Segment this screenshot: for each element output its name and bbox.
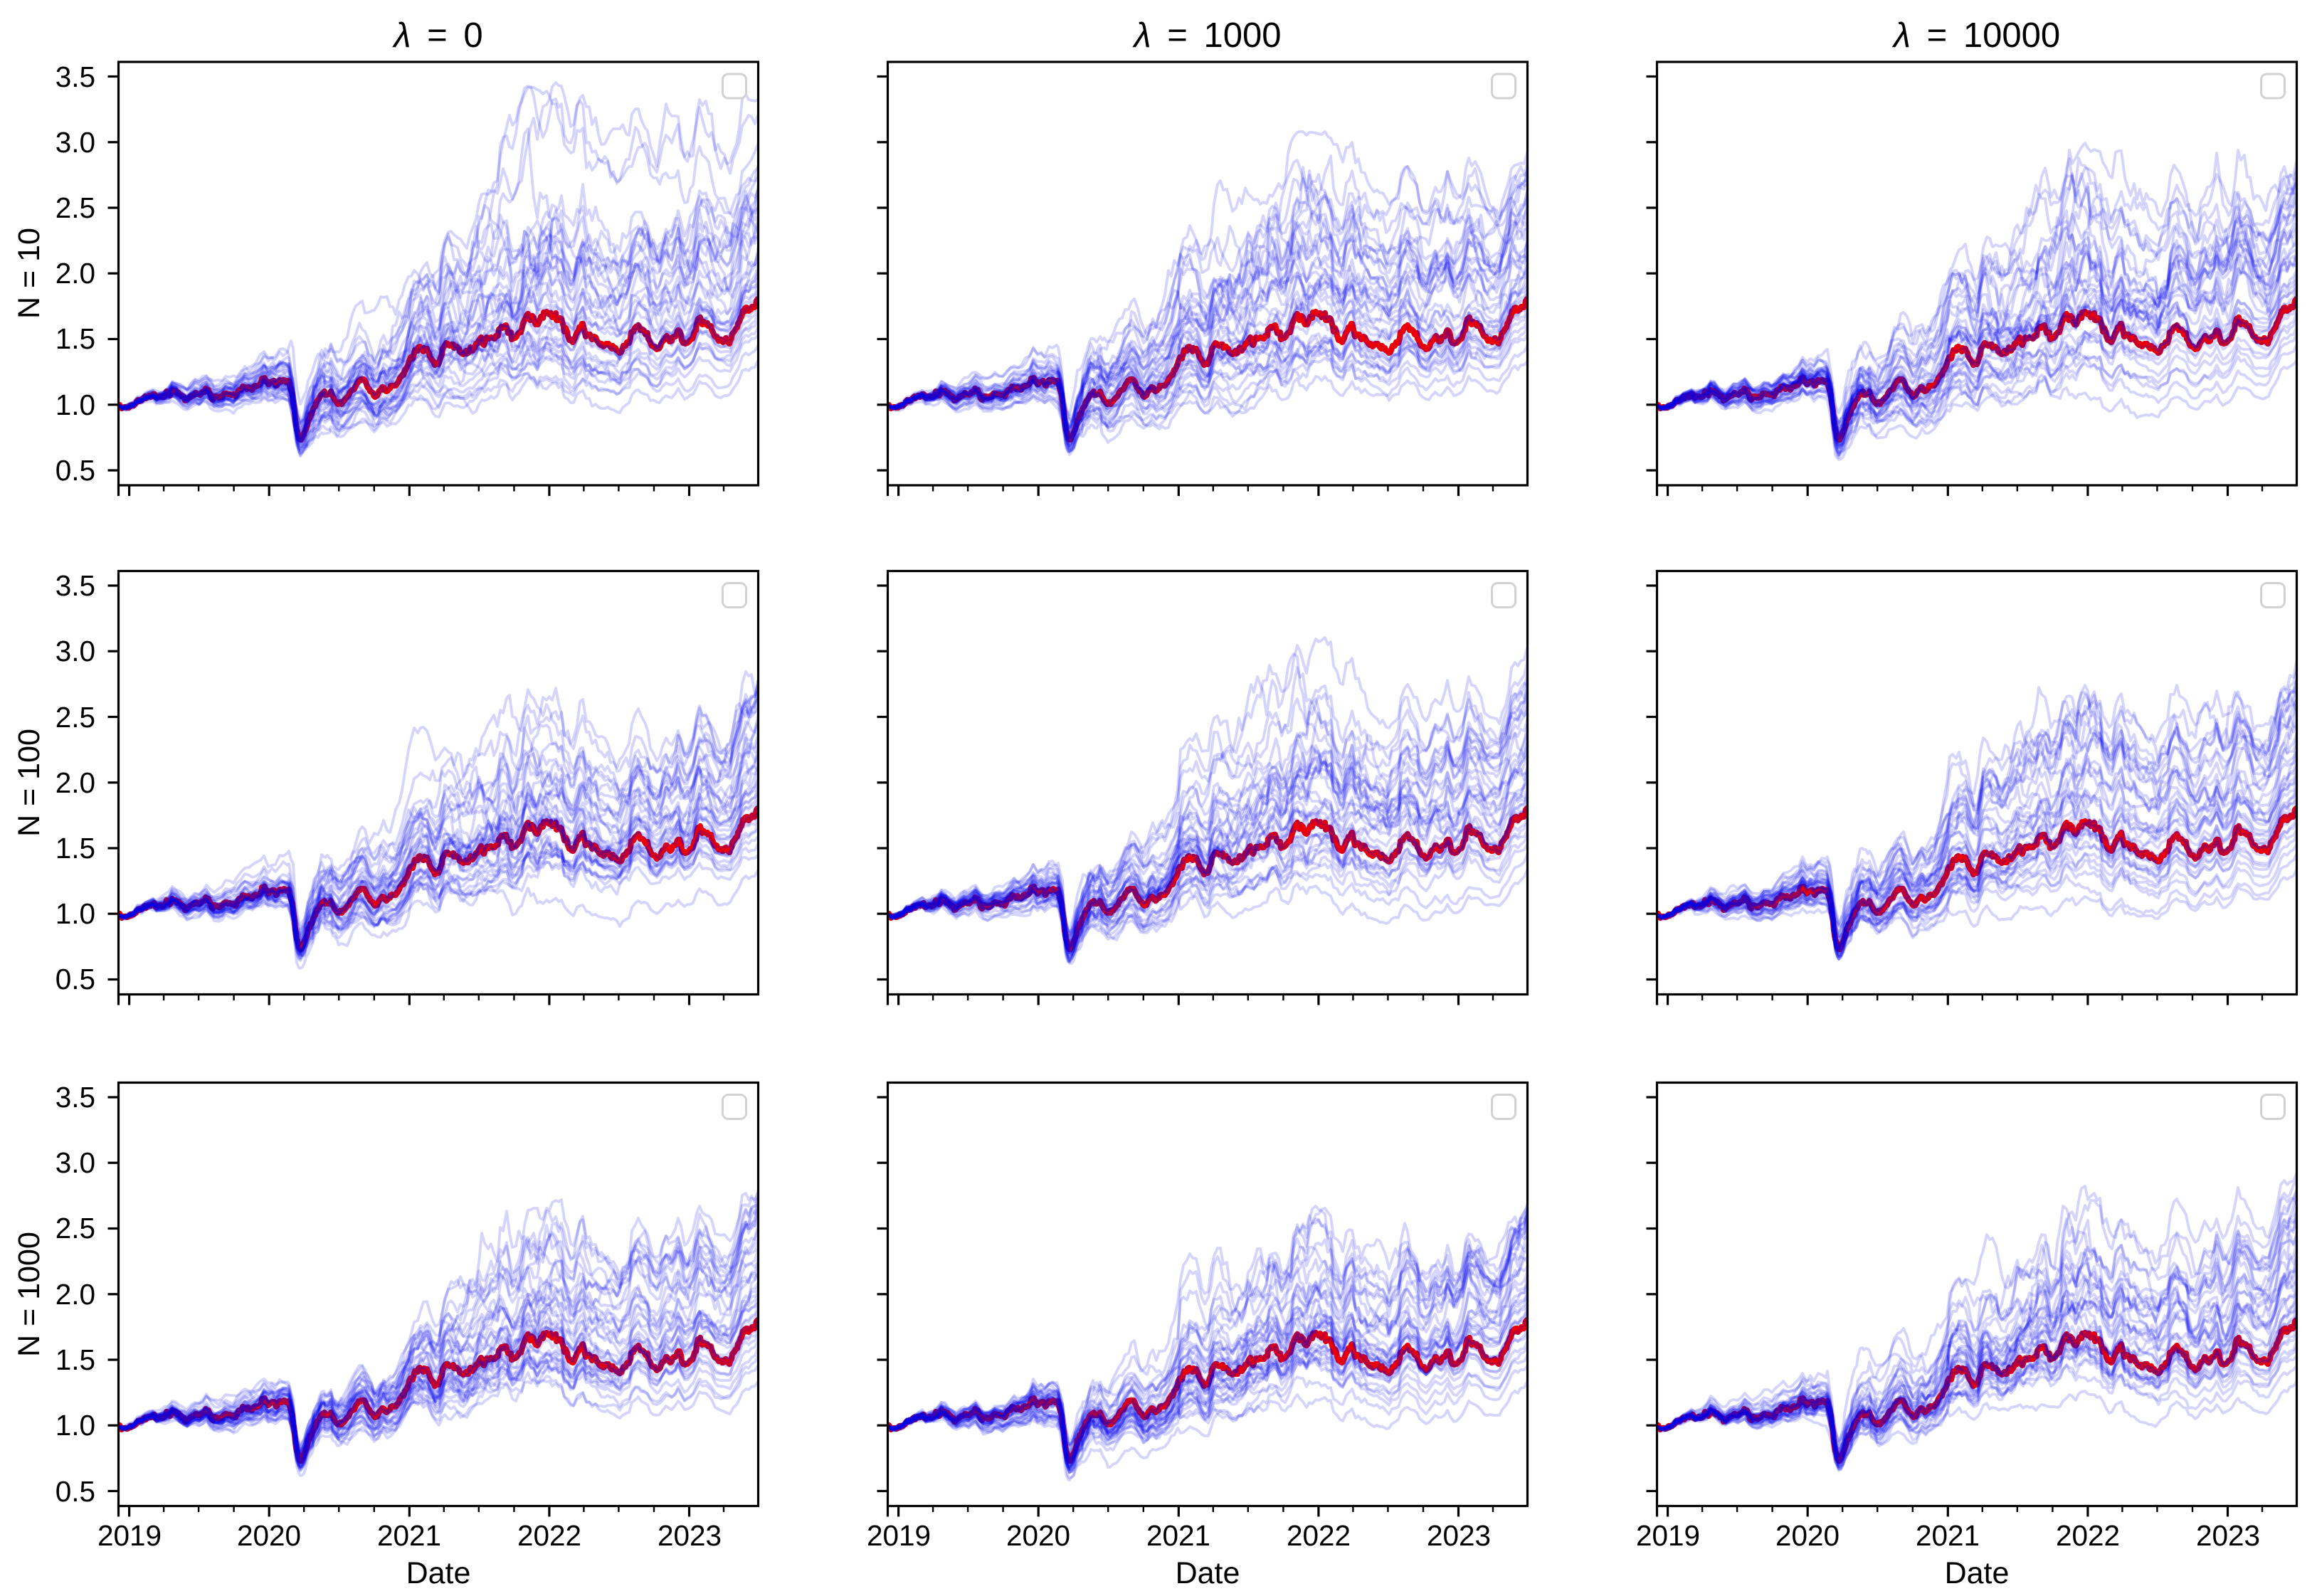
svg-text:λ = 0: λ = 0: [391, 16, 482, 55]
svg-text:2019: 2019: [97, 1519, 162, 1552]
svg-text:2022: 2022: [517, 1519, 581, 1552]
svg-text:2021: 2021: [1916, 1519, 1980, 1552]
svg-text:N = 10: N = 10: [12, 228, 46, 319]
svg-text:2020: 2020: [1775, 1519, 1840, 1552]
svg-text:2020: 2020: [1006, 1519, 1070, 1552]
svg-text:2.0: 2.0: [56, 1278, 95, 1311]
svg-text:2021: 2021: [1146, 1519, 1210, 1552]
svg-text:1.5: 1.5: [56, 322, 95, 355]
svg-text:1.5: 1.5: [56, 1343, 95, 1376]
svg-text:3.0: 3.0: [56, 126, 95, 159]
svg-text:3.5: 3.5: [56, 1081, 95, 1114]
svg-text:Date: Date: [1945, 1556, 2010, 1590]
svg-text:2022: 2022: [1287, 1519, 1351, 1552]
svg-text:Date: Date: [1176, 1556, 1240, 1590]
svg-text:Date: Date: [406, 1556, 471, 1590]
svg-text:2019: 2019: [867, 1519, 931, 1552]
svg-text:2022: 2022: [2056, 1519, 2120, 1552]
svg-text:3.0: 3.0: [56, 635, 95, 667]
svg-text:2.5: 2.5: [56, 191, 95, 224]
svg-text:λ = 10000: λ = 10000: [1891, 16, 2060, 55]
svg-text:2020: 2020: [237, 1519, 301, 1552]
svg-text:3.5: 3.5: [56, 60, 95, 93]
svg-text:1.0: 1.0: [56, 389, 95, 421]
svg-text:2023: 2023: [2196, 1519, 2260, 1552]
svg-text:0.5: 0.5: [56, 1475, 95, 1508]
svg-text:λ = 1000: λ = 1000: [1132, 16, 1282, 55]
svg-text:2.0: 2.0: [56, 766, 95, 799]
svg-text:2023: 2023: [1427, 1519, 1491, 1552]
svg-text:3.0: 3.0: [56, 1146, 95, 1179]
svg-text:2021: 2021: [377, 1519, 441, 1552]
svg-text:N = 1000: N = 1000: [12, 1232, 46, 1357]
svg-text:2019: 2019: [1636, 1519, 1700, 1552]
svg-text:1.5: 1.5: [56, 832, 95, 865]
svg-text:2.5: 2.5: [56, 1212, 95, 1244]
svg-text:0.5: 0.5: [56, 963, 95, 995]
svg-text:3.5: 3.5: [56, 569, 95, 602]
svg-text:2023: 2023: [658, 1519, 722, 1552]
svg-text:2.0: 2.0: [56, 257, 95, 290]
svg-text:1.0: 1.0: [56, 897, 95, 930]
svg-text:0.5: 0.5: [56, 454, 95, 487]
svg-text:N = 100: N = 100: [12, 729, 46, 837]
svg-text:1.0: 1.0: [56, 1409, 95, 1442]
svg-text:2.5: 2.5: [56, 701, 95, 734]
